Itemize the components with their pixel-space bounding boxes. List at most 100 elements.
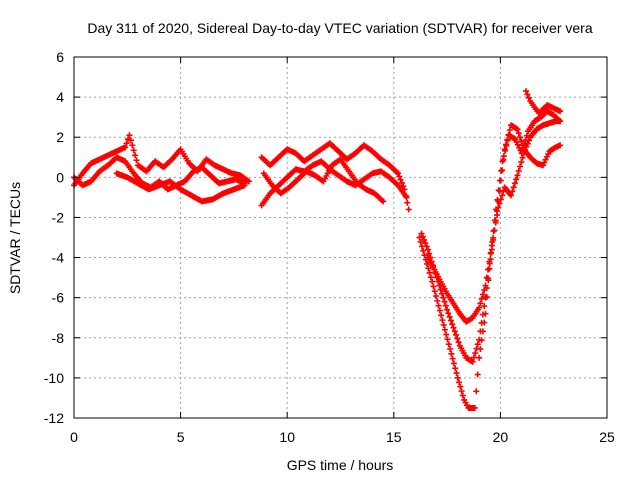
chart-title: Day 311 of 2020, Sidereal Day-to-day VTE… <box>87 20 592 36</box>
data-point <box>502 141 509 148</box>
data-point <box>470 354 477 361</box>
data-point <box>501 146 508 153</box>
data-point <box>517 134 524 141</box>
data-point <box>476 304 483 311</box>
data-point <box>444 336 451 343</box>
x-tick-label: 0 <box>70 429 78 445</box>
data-point <box>431 288 438 295</box>
data-point <box>509 188 516 195</box>
data-point <box>441 326 448 333</box>
data-point <box>245 178 252 185</box>
data-point <box>427 274 434 281</box>
data-point <box>482 294 489 301</box>
data-point <box>517 163 524 170</box>
data-point <box>440 294 447 301</box>
data-point <box>398 179 405 186</box>
data-point <box>488 242 495 249</box>
data-point <box>520 150 527 157</box>
y-tick-label: 2 <box>56 129 64 145</box>
data-point <box>129 142 136 149</box>
y-tick-label: -2 <box>52 209 65 225</box>
data-point <box>450 360 457 367</box>
ticks <box>73 56 608 419</box>
y-axis-label: SDTVAR / TECUs <box>7 182 23 294</box>
data-point <box>496 200 503 207</box>
data-point <box>133 157 140 164</box>
data-point <box>130 147 137 154</box>
data-point <box>490 228 497 235</box>
data-point <box>493 212 500 219</box>
data-point <box>440 321 447 328</box>
data-point <box>123 140 130 147</box>
data-point <box>495 204 502 211</box>
data-point <box>524 91 531 98</box>
data-point <box>498 167 505 174</box>
data-point <box>472 350 479 357</box>
data-point <box>514 172 521 179</box>
data-point <box>486 258 493 265</box>
data-point <box>522 147 529 154</box>
data-point <box>519 142 526 149</box>
data-point <box>504 136 511 143</box>
data-point <box>403 194 410 201</box>
data-point <box>425 265 432 272</box>
data-points <box>71 88 564 411</box>
data-point <box>434 297 441 304</box>
data-point <box>487 250 494 257</box>
y-tick-label: -12 <box>44 410 64 426</box>
data-point <box>423 243 430 250</box>
y-tick-label: -8 <box>52 330 65 346</box>
data-point <box>396 173 403 180</box>
data-point <box>469 358 476 365</box>
data-point <box>557 118 564 125</box>
data-point <box>397 176 404 183</box>
data-point <box>454 374 461 381</box>
data-point <box>453 370 460 377</box>
y-tick-label: -10 <box>44 370 64 386</box>
data-point <box>417 238 424 245</box>
data-point <box>492 219 499 226</box>
x-axis-label: GPS time / hours <box>287 457 394 473</box>
data-point <box>515 167 522 174</box>
series-track-d <box>258 140 412 213</box>
data-point <box>483 274 490 281</box>
data-point <box>478 319 485 326</box>
series-track-h <box>418 122 564 365</box>
x-tick-label: 5 <box>177 429 185 445</box>
data-point <box>446 313 453 320</box>
data-point <box>518 159 525 166</box>
data-point <box>479 291 486 298</box>
data-point <box>132 152 139 159</box>
data-point <box>499 192 506 199</box>
data-point <box>418 230 425 237</box>
series-track-e <box>258 158 410 209</box>
data-point <box>518 138 525 145</box>
data-point <box>482 282 489 289</box>
data-point <box>424 260 431 267</box>
data-point <box>510 184 517 191</box>
data-point <box>435 302 442 309</box>
data-point <box>127 137 134 144</box>
series-track-i <box>424 118 564 325</box>
data-point <box>430 283 437 290</box>
data-point <box>421 236 428 243</box>
data-point <box>452 365 459 372</box>
data-point <box>476 354 483 361</box>
data-point <box>455 339 462 346</box>
data-point <box>426 250 433 257</box>
data-point <box>481 287 488 294</box>
data-point <box>447 346 454 353</box>
data-point <box>449 321 456 328</box>
data-point <box>491 227 498 234</box>
data-point <box>473 388 480 395</box>
y-tick-labels: -12 -10 -8 -6 -4 -2 0 2 4 6 <box>44 49 64 426</box>
y-tick-label: 6 <box>56 49 64 65</box>
data-point <box>445 310 452 317</box>
x-tick-label: 15 <box>386 429 402 445</box>
data-point <box>454 335 461 342</box>
data-point <box>497 177 504 184</box>
y-tick-label: 0 <box>56 169 64 185</box>
series-track-j <box>522 88 564 117</box>
data-point <box>474 371 481 378</box>
